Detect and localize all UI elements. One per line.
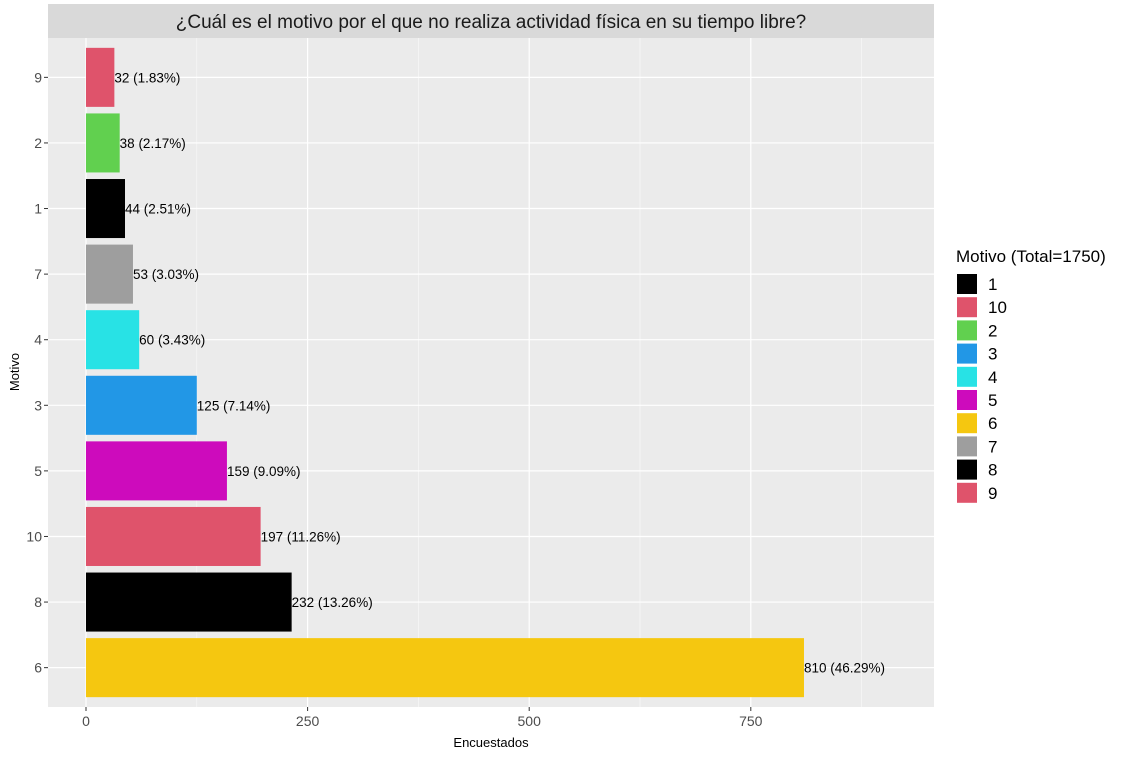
legend-key-9	[957, 482, 977, 503]
bar-value-label: 159 (9.09%)	[227, 464, 301, 479]
y-tick-label: 8	[34, 594, 42, 610]
bar-motivo-8	[86, 572, 292, 632]
bar-motivo-4	[86, 310, 140, 370]
legend: Motivo (Total=1750) 1 10 2 3 4 5 6 7 8 9	[956, 247, 1106, 503]
legend-label: 10	[988, 298, 1007, 317]
legend-key-5	[957, 390, 977, 410]
legend-key-10	[957, 297, 977, 318]
legend-key-2	[957, 320, 977, 341]
bar-motivo-10	[86, 506, 261, 566]
legend-key-4	[957, 366, 977, 387]
legend-label: 4	[988, 368, 997, 387]
x-tick-label: 750	[739, 713, 763, 729]
bar-value-label: 60 (3.43%)	[139, 333, 205, 348]
legend-label: 6	[988, 414, 997, 433]
legend-label: 3	[988, 345, 997, 364]
x-tick-label: 500	[518, 713, 542, 729]
legend-label: 9	[988, 484, 997, 503]
bar-value-label: 44 (2.51%)	[125, 202, 191, 217]
legend-title: Motivo (Total=1750)	[956, 247, 1106, 266]
x-axis: 0 250 500 750	[82, 707, 763, 729]
bar-value-label: 125 (7.14%)	[197, 398, 271, 413]
bar-motivo-7	[86, 244, 133, 304]
bar-value-label: 810 (46.29%)	[804, 661, 885, 676]
y-tick-label: 2	[34, 135, 42, 151]
legend-label: 5	[988, 391, 997, 410]
x-axis-title: Encuestados	[453, 735, 529, 750]
grid-lines	[48, 38, 934, 707]
legend-label: 8	[988, 461, 997, 480]
title-strip	[48, 4, 934, 38]
legend-key-6	[957, 413, 977, 434]
y-tick-label: 9	[34, 69, 42, 85]
legend-key-3	[957, 343, 977, 364]
bar-motivo-1	[86, 179, 126, 239]
x-tick-label: 0	[82, 713, 90, 729]
legend-label: 2	[988, 321, 997, 340]
y-tick-label: 1	[34, 201, 42, 217]
bar-labels: 32 (1.83%) 38 (2.17%) 44 (2.51%) 53 (3.03%)…	[114, 70, 885, 675]
bar-value-label: 232 (13.26%)	[292, 595, 373, 610]
chart-title: ¿Cuál es el motivo por el que no realiza…	[176, 12, 807, 33]
bar-motivo-6	[86, 638, 804, 698]
bar-value-label: 32 (1.83%)	[114, 70, 180, 85]
bar-value-label: 197 (11.26%)	[261, 529, 341, 544]
bar-motivo-3	[86, 375, 197, 435]
legend-label: 1	[988, 275, 997, 294]
bar-motivo-9	[86, 47, 115, 107]
legend-key-8	[957, 459, 977, 480]
y-tick-label: 4	[34, 332, 42, 348]
y-axis: 9 2 1 7 4 3 5 10 8 6	[26, 69, 48, 676]
bars	[86, 47, 804, 698]
y-axis-title: Motivo	[7, 353, 22, 391]
bar-motivo-2	[86, 113, 120, 173]
y-tick-label: 5	[34, 463, 42, 479]
bar-motivo-5	[86, 441, 227, 501]
y-tick-label: 7	[34, 266, 42, 282]
x-tick-label: 250	[296, 713, 320, 729]
y-tick-label: 10	[26, 528, 42, 544]
y-tick-label: 3	[34, 397, 42, 413]
bar-value-label: 53 (3.03%)	[133, 267, 199, 282]
y-tick-label: 6	[34, 660, 42, 676]
legend-key-7	[957, 436, 977, 457]
legend-key-1	[957, 274, 977, 294]
bar-value-label: 38 (2.17%)	[120, 136, 186, 151]
legend-label: 7	[988, 437, 997, 456]
